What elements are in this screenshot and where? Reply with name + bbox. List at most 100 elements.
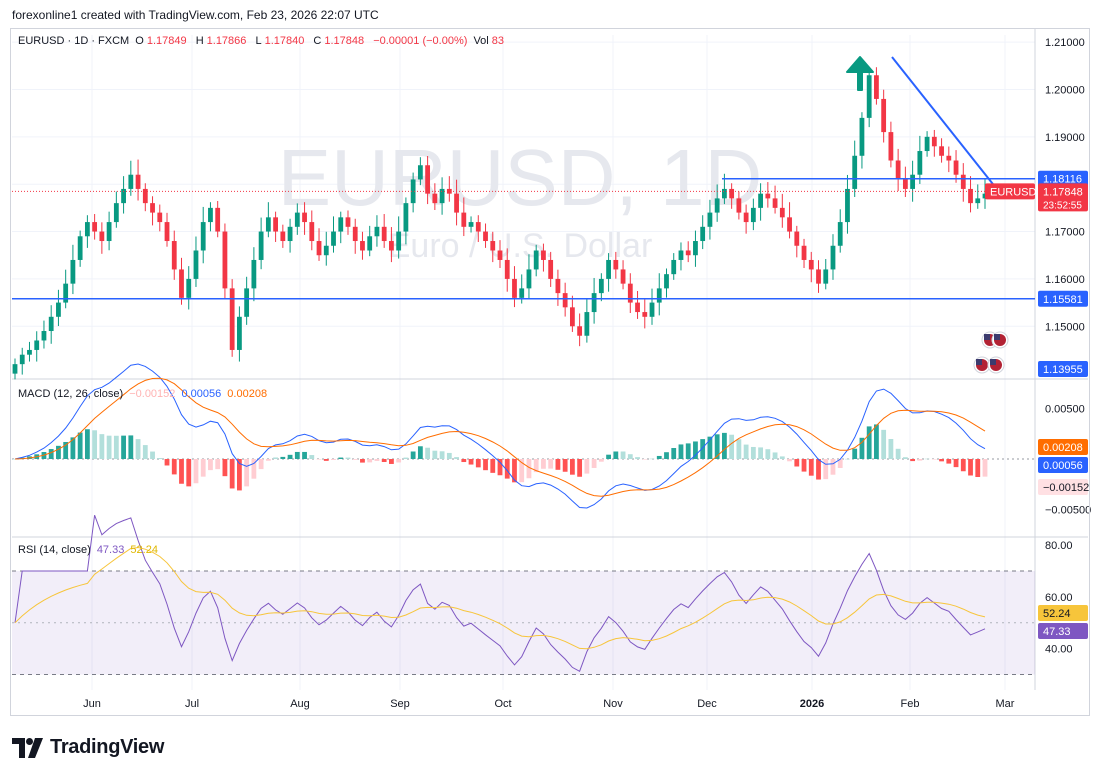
candle-body	[881, 98, 887, 133]
candle-body	[765, 193, 771, 199]
eu-flag-icon-blue	[976, 359, 982, 365]
macd-hist-bar	[960, 459, 966, 472]
rsi-pane: 80.00 60.00 40.00 52.24 47.33	[12, 515, 1088, 675]
candle-body	[664, 274, 669, 289]
macd-hist-bar	[468, 459, 474, 465]
macd-line-tag: 0.00056	[1043, 460, 1083, 472]
candle-body	[598, 278, 604, 294]
candle-body	[208, 207, 213, 223]
candle-body	[736, 198, 742, 213]
macd-hist-bar	[830, 459, 836, 475]
macd-hist-bar	[801, 459, 807, 472]
candle-body	[92, 222, 98, 232]
macd-hist-bar	[656, 455, 662, 459]
candle-body	[548, 259, 554, 279]
candle-body	[606, 259, 611, 279]
macd-hist-bar	[309, 455, 315, 459]
rsi-tick: 80.00	[1045, 540, 1073, 552]
rsi-title[interactable]: RSI (14, close)	[18, 544, 91, 556]
macd-hist-bar	[417, 446, 423, 459]
candle-body	[106, 222, 112, 242]
rsi-legend: RSI (14, close) 47.33 52.24	[18, 544, 161, 556]
candle-body	[287, 226, 293, 242]
macd-hist-bar	[982, 459, 988, 477]
macd-hist-bar	[975, 459, 981, 477]
candle-body	[302, 212, 307, 223]
price-tick: 1.16000	[1045, 274, 1085, 286]
macd-hist-bar	[193, 459, 199, 484]
candle-body	[700, 226, 706, 242]
candle-body	[294, 212, 300, 227]
macd-hist-bar	[92, 430, 98, 459]
symbol-label[interactable]: EURUSD · 1D · FXCM	[18, 35, 130, 47]
candle-body	[707, 212, 713, 227]
price-tick: 1.20000	[1045, 84, 1085, 96]
candle-body	[779, 207, 785, 218]
change-value: −0.00001 (−0.00%)	[373, 35, 468, 47]
macd-hist-bar	[736, 439, 742, 459]
candle-body	[519, 288, 525, 298]
macd-hist-bar	[852, 448, 858, 459]
macd-hist-bar	[128, 435, 134, 459]
macd-hist-bar	[432, 450, 438, 459]
candle-body	[237, 316, 242, 350]
macd-title[interactable]: MACD (12, 26, close)	[18, 388, 124, 400]
candle-body	[121, 188, 126, 204]
candle-body	[77, 236, 83, 260]
time-tick: Jul	[185, 698, 199, 710]
candle-body	[577, 326, 583, 336]
macd-hist-bar	[772, 452, 778, 459]
candle-body	[27, 349, 32, 355]
us-flag-icon-blue	[984, 334, 990, 340]
high-value: H 1.17866	[195, 35, 247, 47]
candle-body	[403, 203, 409, 232]
candle-body	[461, 212, 467, 227]
open-value: O 1.17849	[135, 35, 187, 47]
macd-hist-bar	[179, 459, 184, 484]
candle-body	[794, 231, 800, 246]
macd-hist-bar	[150, 451, 155, 459]
candle-body	[830, 245, 836, 270]
macd-hist-bar	[765, 449, 771, 459]
watermark-symbol: EURUSD, 1D	[278, 133, 763, 222]
macd-hist-bar	[931, 459, 937, 460]
macd-hist-bar	[389, 459, 394, 464]
up-arrow-icon	[846, 56, 874, 91]
macd-hist-bar	[251, 459, 257, 479]
rsi-tick: 40.00	[1045, 644, 1073, 656]
macd-hist-bar	[519, 459, 525, 483]
candle-body	[150, 203, 155, 213]
macd-line-value: 0.00056	[181, 388, 222, 400]
macd-hist-bar	[635, 457, 640, 459]
macd-hist-bar	[345, 457, 351, 459]
candle-body	[874, 75, 879, 99]
tradingview-logo[interactable]: TradingView	[12, 736, 164, 759]
candle-body	[229, 288, 235, 350]
macd-hist-bar	[77, 432, 83, 459]
macd-hist-bar	[258, 459, 264, 470]
macd-hist-bar	[555, 459, 561, 470]
candle-body	[569, 307, 575, 327]
macd-hist-bar	[591, 459, 597, 468]
candle-body	[157, 212, 163, 223]
rsi-line	[14, 515, 986, 673]
candle-body	[649, 302, 655, 317]
time-tick: Aug	[290, 698, 310, 710]
macd-hist-bar	[816, 459, 821, 480]
candle-body	[454, 193, 459, 213]
low-tag: 1.13955	[1043, 364, 1083, 376]
candle-body	[533, 250, 539, 270]
macd-hist-bar	[164, 459, 170, 466]
macd-hist-bar	[859, 437, 865, 459]
grid	[12, 29, 1088, 690]
candle-body	[70, 259, 76, 284]
rsi-ma-tag: 52.24	[1043, 608, 1071, 620]
rsi-ma-tag-bg	[1038, 605, 1088, 621]
macd-hist-bar	[888, 439, 894, 459]
ohlc-legend: EURUSD · 1D · FXCM O 1.17849 H 1.17866 L 1.…	[18, 35, 510, 47]
macd-hist-bar	[504, 459, 510, 479]
candle-body	[642, 312, 648, 317]
macd-hist-bar	[396, 459, 402, 463]
tradingview-brand: TradingView	[50, 736, 165, 758]
